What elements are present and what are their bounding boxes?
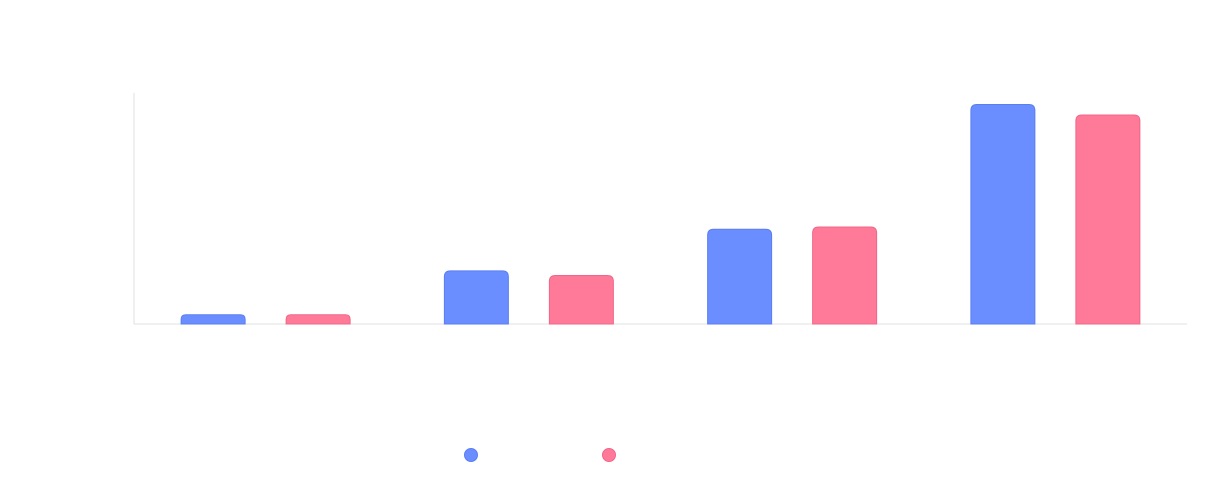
bar-series2-category3: [812, 226, 878, 325]
bar-series1-category3: [707, 228, 773, 325]
legend-item-series2[interactable]: [602, 448, 616, 462]
bar-series2-category1: [285, 314, 351, 325]
legend-marker-series1: [464, 448, 478, 462]
legend-item-series1[interactable]: [464, 448, 478, 462]
bar-series1-category1: [180, 314, 246, 325]
legend: [464, 448, 616, 462]
bar-series1-category2: [443, 270, 509, 325]
bar-series2-category2: [548, 274, 614, 325]
bar-series1-category4: [970, 104, 1036, 325]
bar-series2-category4: [1075, 114, 1141, 325]
legend-marker-series2: [602, 448, 616, 462]
bars-group: [180, 104, 1141, 325]
